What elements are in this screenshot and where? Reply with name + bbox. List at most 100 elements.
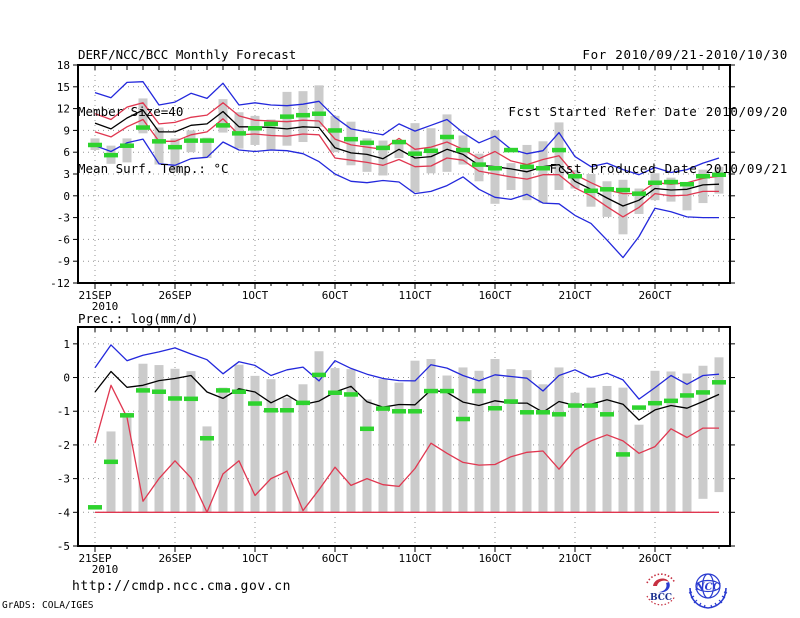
observed-dash — [264, 408, 278, 413]
axis-labels: 18 15 12 9 6 3 0 -3 -6 -9 -12 21SEP 26SEP 1OCT 6OCT 11O… — [50, 59, 672, 313]
member-range-bar — [394, 382, 404, 513]
observed-dash — [536, 165, 550, 171]
logo-strip: BCC NCC — [642, 566, 731, 612]
member-size-label: Member Size=40 — [78, 104, 184, 119]
member-range-bar — [698, 365, 708, 499]
observed-dash — [712, 380, 726, 385]
member-range-bar — [506, 369, 516, 513]
observed-dash — [584, 188, 598, 194]
x-tick-label: 21OCT — [558, 552, 591, 565]
observed-dash — [456, 147, 470, 153]
member-range-bar — [474, 370, 484, 513]
bcc-arc-text-top — [646, 573, 676, 584]
bcc-logo-disc — [643, 570, 679, 606]
observed-dash — [664, 179, 678, 185]
observed-dash — [552, 412, 566, 417]
observed-dash — [88, 142, 102, 148]
x-axis-year-label: 2010 — [92, 300, 119, 313]
member-range-bar — [650, 173, 660, 201]
member-range-bar — [362, 399, 372, 513]
grads-credit: GrADS: COLA/IGES — [2, 600, 94, 611]
series-member-max — [94, 344, 720, 400]
member-range-bar — [122, 412, 132, 513]
observed-dash — [488, 165, 502, 171]
member-range-bar — [202, 137, 212, 159]
observed-dash — [296, 400, 310, 406]
observed-dash — [280, 408, 294, 413]
member-range-bar — [442, 375, 452, 513]
member-range-bar — [154, 127, 164, 165]
member-range-bar — [138, 98, 148, 134]
member-range-bar — [170, 368, 180, 513]
series-ensemble-mean — [94, 370, 720, 421]
observed-dash — [248, 401, 262, 406]
member-range-bar — [538, 141, 548, 204]
plot-frame — [77, 326, 731, 547]
x-tick-label: 16OCT — [478, 552, 511, 565]
precipitation-forecast-panel: 1 0 -1 -2 -3 -4 -5 21SEP 26SEP 1OCT 6OCT 11OCT 16OCT… — [57, 326, 735, 576]
y-tick-label: -6 — [57, 233, 70, 246]
surface-temperature-forecast-panel: 18 15 12 9 6 3 0 -3 -6 -9 -12 21SEP 26SEP 1OCT 6OCT 11O… — [50, 59, 735, 313]
member-range-bar — [570, 392, 580, 513]
x-tick-label: 26SEP — [158, 289, 191, 302]
observed-dash — [264, 121, 278, 127]
x-tick-label: 16OCT — [478, 289, 511, 302]
observed-dash — [504, 399, 518, 404]
member-range-bar — [218, 99, 228, 133]
bcc-arc-text-bottom — [646, 595, 676, 606]
axis-labels: 1 0 -1 -2 -3 -4 -5 21SEP 26SEP 1OCT 6OCT 11OCT 16OCT… — [57, 338, 672, 576]
member-range-bar — [490, 359, 500, 513]
observed-dash — [136, 388, 150, 393]
member-range-bar — [602, 181, 612, 217]
member-range-bar — [522, 144, 532, 201]
observed-dash — [664, 398, 678, 404]
observed-dash — [536, 410, 550, 415]
series-upper-spread — [94, 102, 720, 195]
precipitation-chart-title: Prec.: log(mm/d) — [78, 311, 199, 326]
observed-dash — [296, 112, 310, 118]
observed-dash — [312, 372, 326, 378]
observed-dash — [600, 412, 614, 417]
temperature-chart-title: Mean Surf. Temp.: °C — [78, 161, 229, 176]
observed-dash — [568, 403, 582, 408]
member-range-bar — [346, 121, 356, 166]
member-range-bar — [186, 371, 196, 513]
observed-dash — [616, 452, 630, 457]
observed-dash — [520, 410, 534, 415]
observed-dash — [424, 388, 438, 394]
observed-dash — [520, 164, 534, 170]
y-tick-label: -1 — [57, 405, 70, 418]
observed-dash — [616, 187, 630, 193]
observation-dashes — [88, 372, 726, 510]
bcc-swoosh-red — [653, 578, 669, 586]
observed-dash — [216, 123, 230, 128]
member-range-bar — [122, 138, 132, 163]
member-range-bar — [106, 431, 116, 513]
ncc-logo: NCC — [688, 573, 728, 609]
y-tick-label: -9 — [57, 255, 70, 268]
ncc-logo-label: NCC — [694, 582, 720, 593]
member-range-bar — [698, 169, 708, 204]
observed-dash — [376, 145, 390, 151]
observed-dash — [328, 390, 342, 395]
observed-dash — [456, 416, 470, 422]
member-range-bar — [458, 367, 468, 513]
observed-dash — [344, 392, 358, 397]
observed-dash — [216, 388, 230, 393]
member-range-bar — [426, 359, 436, 513]
observed-dash — [184, 396, 198, 402]
member-range-bar — [330, 368, 340, 513]
observed-dash — [232, 131, 246, 136]
x-tick-label: 21SEP — [78, 552, 111, 565]
observed-dash — [472, 162, 486, 167]
observed-dash — [712, 172, 726, 178]
member-range-bar — [266, 379, 276, 513]
observed-dash — [104, 152, 118, 158]
observed-dash — [184, 138, 198, 143]
observed-dash — [584, 403, 598, 408]
observed-dash — [696, 390, 710, 395]
member-range-bar — [666, 371, 676, 513]
y-tick-label: 6 — [63, 146, 70, 159]
header-right: For 2010/09/21-2010/10/30 Fcst Started R… — [508, 7, 788, 216]
observed-dash — [168, 144, 182, 150]
